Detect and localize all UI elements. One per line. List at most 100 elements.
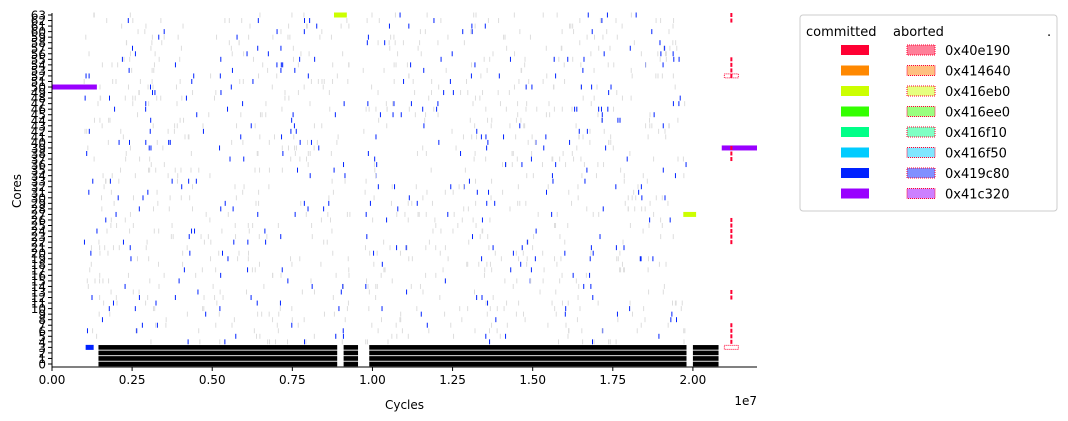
busy-band-segment (692, 361, 719, 367)
busy-band-segment (692, 356, 719, 361)
x-tick-label: 1.75 (599, 373, 626, 387)
y-tick-label: 1 (38, 352, 46, 366)
busy-band-segment (98, 345, 338, 350)
y-tick-label: 3 (38, 341, 46, 355)
y-tick-label: 47 (31, 97, 46, 111)
y-tick-label: 48 (31, 92, 46, 106)
legend-header-committed: committed (806, 25, 876, 40)
y-tick-label: 37 (31, 153, 46, 167)
legend-committed-swatch (841, 86, 869, 96)
y-tick-label: 39 (31, 141, 46, 155)
busy-band-segment (343, 345, 359, 350)
legend-aborted-swatch (906, 85, 936, 97)
x-axis-ticks: 0.00 0.25 0.50 0.75 1.00 1.25 1.50 1.75 2.00 (39, 367, 706, 387)
y-tick-label: 5 (38, 330, 46, 344)
axes: 0.00 0.25 0.50 0.75 1.00 1.25 1.50 1.75 2.00 012… (10, 9, 757, 412)
legend-aborted-swatch (906, 65, 936, 76)
y-tick-label: 51 (31, 75, 46, 89)
y-tick-label: 18 (31, 258, 46, 272)
y-tick-label: 12 (31, 291, 46, 305)
legend-entry-label: 0x41c320 (945, 188, 1009, 203)
y-tick-label: 58 (31, 36, 46, 50)
busy-band-segment (343, 350, 359, 356)
highlight-bar (683, 211, 697, 217)
x-tick-label: 0.75 (279, 373, 306, 387)
y-tick-label: 38 (31, 147, 46, 161)
y-axis-ticks: 0123456789101112131415161718192021222324… (31, 9, 52, 372)
y-tick-label: 10 (31, 302, 46, 316)
x-tick-label: 1.00 (359, 373, 386, 387)
y-tick-label: 13 (31, 285, 46, 299)
y-tick-label: 14 (31, 280, 46, 294)
legend-committed-swatch (841, 45, 869, 55)
busy-band-segment (369, 345, 687, 350)
y-tick-label: 34 (31, 169, 46, 183)
y-tick-label: 27 (31, 208, 46, 222)
y-tick-label: 26 (31, 213, 46, 227)
y-tick-label: 61 (31, 20, 46, 34)
y-tick-label: 9 (38, 308, 46, 322)
red-cluster-mark (730, 234, 733, 239)
busy-band-segment (369, 356, 687, 361)
legend-entry-label: 0x416f10 (945, 126, 1007, 141)
red-cluster-mark (730, 328, 733, 333)
x-axis-offset-label: 1e7 (734, 394, 757, 408)
highlight-bar (85, 344, 94, 350)
busy-band-segment (343, 356, 359, 361)
y-tick-label: 43 (31, 119, 46, 133)
y-tick-label: 35 (31, 164, 46, 178)
y-tick-label: 52 (31, 69, 46, 83)
y-tick-label: 57 (31, 42, 46, 56)
y-tick-label: 40 (31, 136, 46, 150)
red-cluster-layer (723, 13, 739, 350)
legend: committed aborted . 0x40e190 0x414640 0x41… (799, 14, 1058, 212)
y-tick-label: 21 (31, 241, 46, 255)
highlight-bar (334, 12, 347, 18)
y-tick-label: 49 (31, 86, 46, 100)
y-tick-label: 41 (31, 130, 46, 144)
y-tick-label: 6 (38, 324, 46, 338)
legend-entry-label: 0x419c80 (945, 167, 1009, 182)
busy-band-segment (98, 356, 338, 361)
highlight-bar (52, 84, 97, 90)
busy-band-segment (98, 361, 338, 367)
legend-entry-label: 0x416f50 (945, 147, 1007, 162)
y-tick-label: 42 (31, 125, 46, 139)
x-tick-label: 1.25 (439, 373, 466, 387)
red-cluster-mark (730, 73, 733, 78)
legend-aborted-swatch (906, 106, 936, 117)
y-axis-label: Cores (10, 174, 24, 208)
busy-band-segment (692, 350, 719, 356)
y-tick-label: 55 (31, 53, 46, 67)
legend-aborted-swatch (906, 167, 936, 179)
red-cluster-mark (730, 223, 733, 228)
busy-band-layer (98, 345, 719, 367)
y-tick-label: 54 (31, 58, 46, 72)
busy-band-segment (98, 350, 338, 356)
y-tick-label: 4 (38, 335, 46, 349)
red-cluster-mark (730, 339, 733, 344)
red-cluster-mark (730, 323, 733, 328)
y-tick-label: 60 (31, 25, 46, 39)
red-cluster-mark (730, 157, 733, 162)
y-tick-label: 30 (31, 191, 46, 205)
red-cluster-mark (730, 295, 733, 300)
legend-entry-label: 0x40e190 (945, 44, 1010, 59)
red-cluster-mark (730, 62, 733, 67)
y-tick-label: 29 (31, 197, 46, 211)
red-cluster-mark (730, 57, 733, 62)
legend-aborted-swatch (906, 44, 936, 56)
y-tick-label: 25 (31, 219, 46, 233)
highlight-bar (721, 145, 757, 151)
x-tick-label: 0.50 (199, 373, 226, 387)
red-cluster-mark (730, 240, 733, 245)
red-cluster-mark (730, 217, 733, 222)
legend-aborted-swatch (906, 147, 936, 158)
y-tick-label: 31 (31, 186, 46, 200)
x-tick-label: 0.00 (39, 373, 66, 387)
y-tick-label: 46 (31, 103, 46, 117)
red-cluster-wide-mark (723, 73, 739, 79)
legend-committed-swatch (841, 106, 869, 117)
legend-committed-swatch (841, 168, 869, 178)
